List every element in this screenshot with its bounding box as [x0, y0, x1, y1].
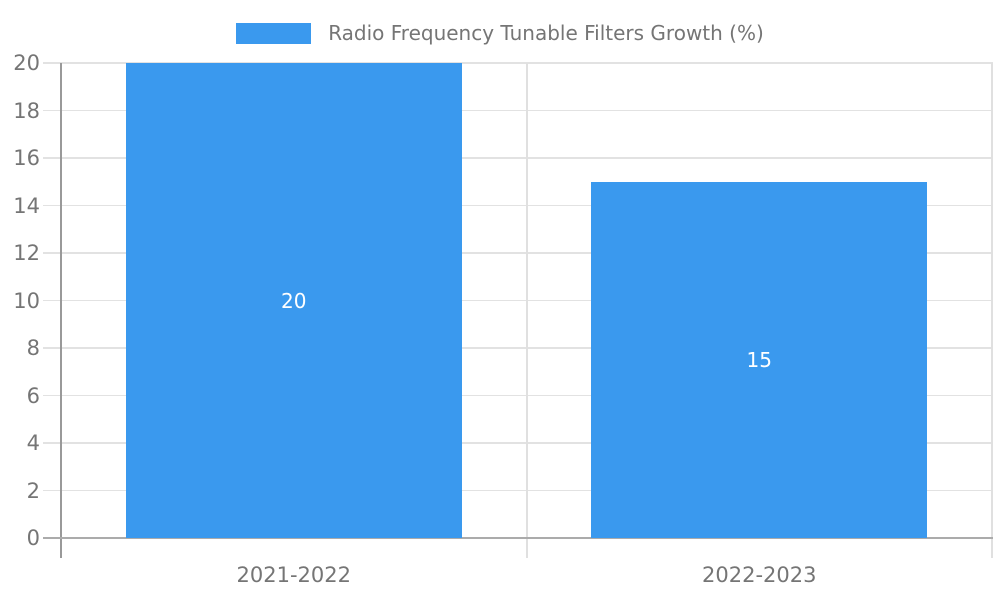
x-axis-category-label: 2022-2023 [702, 563, 817, 587]
y-axis-line [60, 63, 62, 558]
gridline [43, 204, 993, 207]
y-axis-tick-label: 16 [13, 146, 40, 170]
y-axis-tick-label: 12 [13, 241, 40, 265]
y-axis-tick-label: 10 [13, 288, 40, 313]
category-separator-line [525, 63, 528, 558]
bar-value-label: 20 [281, 288, 307, 313]
gridline [43, 442, 993, 444]
y-axis-tick-label: 20 [13, 51, 40, 75]
plot-right-edge-line [991, 63, 993, 558]
gridline [43, 347, 993, 349]
bar-value-label: 15 [746, 347, 772, 372]
y-axis-tick-label: 8 [26, 336, 40, 360]
gridline [43, 489, 993, 492]
x-axis-category-label: 2021-2022 [236, 563, 351, 587]
y-axis-tick-label: 2 [26, 478, 40, 503]
y-axis-tick-label: 0 [26, 526, 40, 550]
legend-label: Radio Frequency Tunable Filters Growth (… [328, 21, 764, 45]
y-axis-tick-label: 6 [26, 383, 40, 408]
bar-2022-2023[interactable] [591, 181, 928, 538]
gridline [43, 252, 993, 254]
y-axis-tick-label: 14 [13, 193, 40, 218]
x-axis-line [43, 537, 993, 539]
bar-2021-2022[interactable] [125, 63, 462, 538]
gridline [43, 157, 993, 159]
gridline [43, 394, 993, 397]
gridline [43, 299, 993, 302]
gridline [43, 62, 993, 64]
chart-legend[interactable]: Radio Frequency Tunable Filters Growth (… [0, 14, 1000, 52]
gridline [43, 109, 993, 112]
y-axis-tick-label: 4 [26, 431, 40, 455]
y-axis-tick-label: 18 [13, 98, 40, 123]
legend-swatch [236, 22, 312, 44]
